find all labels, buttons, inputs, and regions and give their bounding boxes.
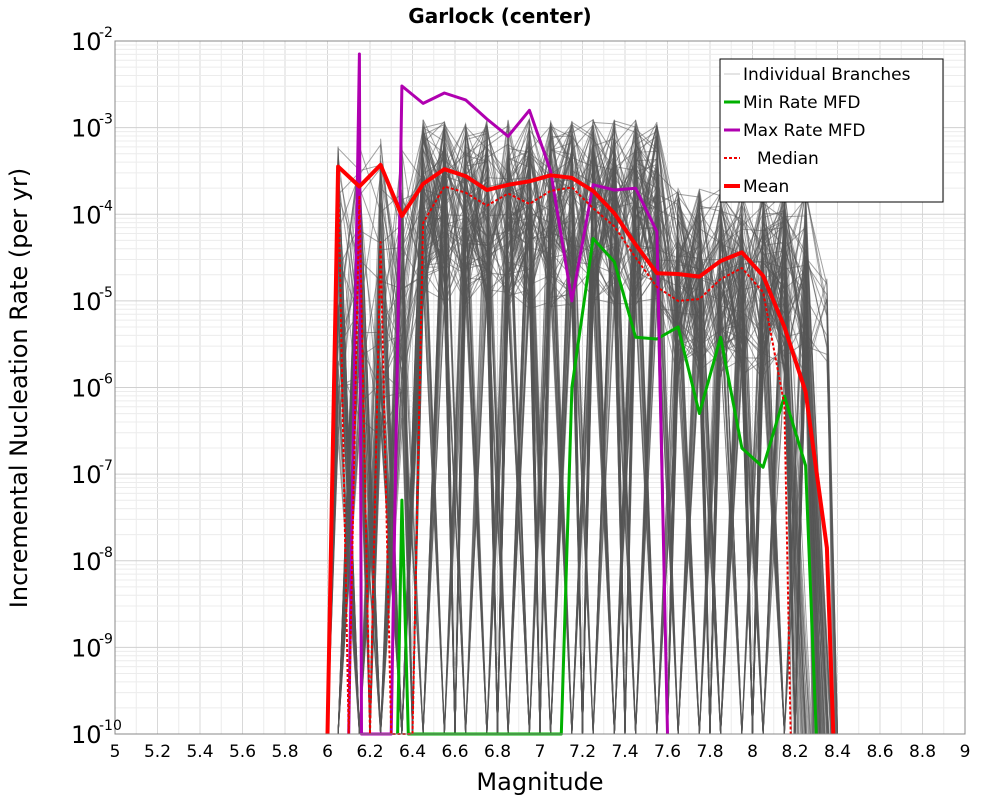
x-tick-label: 5.8 — [271, 742, 298, 762]
chart-title: Garlock (center) — [408, 4, 591, 28]
legend-label: Max Rate MFD — [743, 121, 865, 141]
y-tick-base: 10 — [71, 201, 102, 229]
branch-line — [327, 119, 813, 735]
x-tick-label: 5 — [110, 742, 121, 762]
y-tick-exponent: -3 — [99, 112, 113, 128]
x-tick-label: 5.6 — [229, 742, 256, 762]
branch-line — [327, 126, 802, 735]
series-mean — [325, 162, 836, 735]
y-tick: 10-10 — [71, 718, 122, 749]
x-tick-label: 7.6 — [654, 742, 681, 762]
y-tick: 10-6 — [71, 372, 113, 403]
x-tick-label: 5.4 — [186, 742, 213, 762]
y-tick-base: 10 — [71, 375, 102, 403]
plot-frame — [114, 40, 966, 735]
x-tick-label: 6 — [322, 742, 333, 762]
y-tick-base: 10 — [71, 461, 102, 489]
y-tick: 10-9 — [71, 631, 113, 662]
x-tick-label: 8 — [747, 742, 758, 762]
y-tick-exponent: -10 — [99, 718, 122, 734]
y-tick: 10-2 — [71, 25, 113, 56]
x-tick-label: 5.2 — [144, 742, 171, 762]
legend-label: Individual Branches — [743, 65, 911, 85]
legend-label: Mean — [743, 177, 789, 197]
branch-line — [327, 122, 826, 735]
y-tick-exponent: -6 — [99, 372, 113, 388]
x-tick-label: 9 — [960, 742, 971, 762]
y-tick-base: 10 — [71, 548, 102, 576]
x-tick-label: 6.2 — [356, 742, 383, 762]
series-median — [326, 165, 792, 735]
y-tick-exponent: -8 — [99, 545, 113, 561]
y-tick-exponent: -9 — [99, 631, 113, 647]
branch-line — [327, 135, 823, 735]
y-tick-base: 10 — [71, 115, 102, 143]
x-tick-label: 6.4 — [399, 742, 426, 762]
y-tick: 10-4 — [71, 198, 113, 229]
y-tick: 10-5 — [71, 285, 113, 316]
legend-label: Min Rate MFD — [743, 93, 861, 113]
branch-line — [327, 152, 839, 735]
x-axis-label: Magnitude — [476, 768, 603, 796]
y-tick: 10-7 — [71, 458, 113, 489]
branch-line — [327, 150, 796, 735]
y-tick-exponent: -4 — [99, 198, 113, 214]
x-tick-label: 7 — [535, 742, 546, 762]
x-tick-label: 7.8 — [696, 742, 723, 762]
x-tick-label: 8.8 — [909, 742, 936, 762]
x-tick-label: 8.2 — [781, 742, 808, 762]
y-tick-base: 10 — [71, 28, 102, 56]
x-tick-label: 6.6 — [441, 742, 468, 762]
y-tick-exponent: -2 — [99, 25, 113, 41]
y-axis-ticks: 10-210-310-410-510-610-710-810-910-10 — [71, 25, 122, 749]
y-axis-label: Incremental Nucleation Rate (per yr) — [5, 168, 33, 608]
y-tick-base: 10 — [71, 288, 102, 316]
x-tick-label: 8.6 — [866, 742, 893, 762]
y-tick-exponent: -7 — [99, 458, 113, 474]
legend-box — [719, 58, 944, 203]
x-tick-label: 7.4 — [611, 742, 638, 762]
legend-label: Median — [757, 149, 819, 169]
x-tick-label: 7.2 — [569, 742, 596, 762]
legend: Individual Branches Min Rate MFD Max Rate … — [719, 58, 944, 203]
y-tick: 10-8 — [71, 545, 113, 576]
x-axis-ticks: 5 5.2 5.4 5.6 5.8 6 6.2 6.4 6.6 6.8 7 7.2 7.4 7.6 7.8 8… — [110, 742, 971, 762]
x-tick-label: 8.4 — [824, 742, 851, 762]
y-tick: 10-3 — [71, 112, 113, 143]
x-tick-label: 6.8 — [484, 742, 511, 762]
y-tick-base: 10 — [71, 721, 102, 749]
y-tick-base: 10 — [71, 634, 102, 662]
y-tick-exponent: -5 — [99, 285, 113, 301]
